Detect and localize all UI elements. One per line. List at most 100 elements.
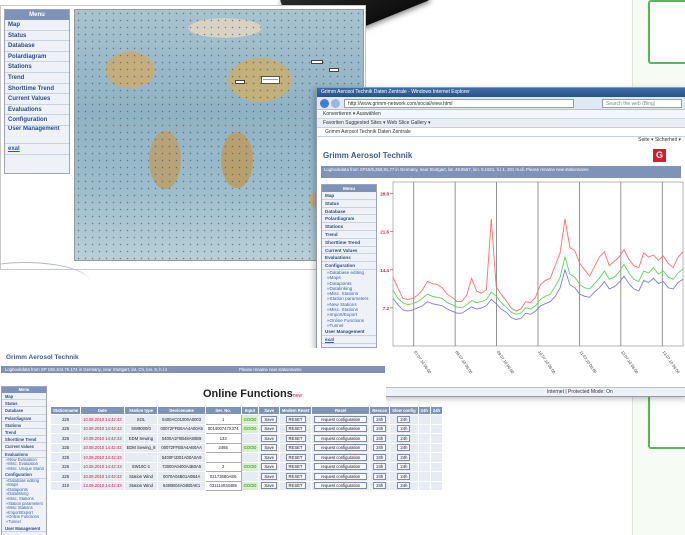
24h-button-label[interactable]: 24h [373, 453, 387, 461]
request-config-button-label[interactable]: request configuration [314, 482, 368, 490]
value-input[interactable]: 001400747X374 [204, 423, 242, 434]
menu-item-status[interactable]: Status [322, 200, 376, 208]
menu-item-stations[interactable]: Stations [5, 62, 69, 73]
submenu-item[interactable]: »Tunnel [327, 322, 344, 328]
24h-button-label[interactable]: 24h [397, 444, 411, 452]
submenu-item[interactable]: »Misc. Stations [6, 497, 34, 502]
menu-item-polardiagram[interactable]: Polardiagram [2, 415, 46, 422]
submenu-item[interactable]: »Import/Export [6, 510, 33, 515]
submenu-item[interactable]: »Import/Export [327, 312, 358, 318]
save-button-label[interactable]: Save [261, 434, 277, 442]
submenu-item[interactable]: »Datalinking [6, 492, 29, 497]
24h-button-label[interactable]: 24h [373, 444, 387, 452]
browser-tab[interactable]: Grimm Aerosol Technik Daten Zentrale [317, 128, 685, 137]
reset-button[interactable]: RESET [278, 452, 313, 463]
save-button[interactable]: Save [258, 414, 280, 425]
value-input[interactable]: 02173680AE6 [204, 471, 242, 482]
save-button[interactable]: Save [258, 423, 280, 434]
save-button-label[interactable]: Save [261, 463, 277, 471]
menu-item-status[interactable]: Status [5, 31, 69, 42]
24h-button[interactable]: 24h [389, 423, 419, 434]
rename-hint[interactable]: Please rename new stationname [239, 367, 302, 372]
reset-button[interactable]: RESET [278, 471, 313, 482]
save-button-label[interactable]: Save [261, 444, 277, 452]
value-input[interactable]: 031114034485 [204, 480, 242, 491]
menu-item-user-management[interactable]: User Management [2, 525, 46, 532]
24h-button[interactable]: 24h [389, 452, 419, 463]
menu-link-exal[interactable]: exal [322, 336, 376, 344]
menu-item-map[interactable]: Map [2, 393, 46, 401]
menu-item-evaluations[interactable]: Evaluations [5, 105, 69, 116]
save-button-label[interactable]: Save [261, 482, 277, 490]
value-input[interactable]: 133 [204, 433, 242, 444]
menu-item-database[interactable]: Database [322, 208, 376, 216]
world-map[interactable]: ——— [74, 9, 364, 261]
submenu-item[interactable]: »Maps [327, 275, 341, 281]
submenu-item[interactable]: »Maps [6, 483, 19, 488]
value-input[interactable]: 2466 [204, 442, 242, 453]
reset-button[interactable]: RESET [278, 414, 313, 425]
menu-item-configuration[interactable]: Configuration [5, 115, 69, 126]
menu-item-map[interactable]: Map [5, 20, 69, 31]
value-input[interactable]: 2 [204, 461, 242, 472]
request-config-button[interactable]: request configuration [311, 423, 371, 434]
24h-button[interactable]: 24h [369, 414, 391, 425]
reset-button[interactable]: RESET [278, 442, 313, 453]
submenu-item[interactable]: »Tunnel [6, 520, 21, 524]
menu-item-shorttime-trend[interactable]: Shorttime Trend [2, 436, 46, 444]
menu-item-polardiagram[interactable]: Polardiagram [322, 215, 376, 224]
menu-item-evaluations[interactable]: Evaluations [2, 451, 46, 458]
value-input[interactable] [204, 452, 242, 463]
request-config-button-label[interactable]: request configuration [314, 434, 368, 442]
forward-arrow-icon[interactable] [331, 99, 340, 108]
menu-link-exal[interactable]: exal [5, 144, 69, 155]
request-config-button[interactable]: request configuration [311, 471, 371, 482]
reset-button-label[interactable]: RESET [285, 472, 306, 480]
request-config-button-label[interactable]: request configuration [314, 463, 368, 471]
24h-button[interactable]: 24h [369, 452, 391, 463]
save-button[interactable]: Save [258, 461, 280, 472]
reset-button-label[interactable]: RESET [285, 415, 306, 423]
url-input[interactable]: http://www.grimm-network.com/social/view… [344, 99, 574, 108]
menu-item-current-values[interactable]: Current Values [322, 247, 376, 255]
submenu-item[interactable]: »Datapoints [327, 280, 352, 286]
reset-button-label[interactable]: RESET [285, 463, 306, 471]
reset-button-label[interactable]: RESET [285, 434, 306, 442]
links-toolbar[interactable]: Konvertieren ▾ Auswählen [317, 110, 685, 119]
submenu-item[interactable]: »Misc. Unique Stand [6, 466, 44, 471]
menu-item-trend[interactable]: Trend [2, 429, 46, 437]
save-button-label[interactable]: Save [261, 415, 277, 423]
24h-button[interactable]: 24h [369, 480, 391, 491]
24h-button[interactable]: 24h [389, 414, 419, 425]
request-config-button[interactable]: request configuration [311, 414, 371, 425]
reset-button-label[interactable]: RESET [285, 482, 306, 490]
menu-item-stations[interactable]: Stations [2, 422, 46, 429]
24h-button[interactable]: 24h [389, 433, 419, 444]
page-tools[interactable]: Seite ▾ Sicherheit ▾ [638, 137, 681, 143]
reset-button-label[interactable]: RESET [285, 444, 306, 452]
menu-item-user-management[interactable]: User Management [5, 126, 69, 144]
24h-button-label[interactable]: 24h [397, 434, 411, 442]
submenu-item[interactable]: »Database editing [6, 478, 40, 483]
submenu-item[interactable]: »Misc. Stations [327, 307, 359, 313]
menu-item-stations[interactable]: Stations [322, 223, 376, 231]
menu-item-status[interactable]: Status [2, 400, 46, 408]
24h-button-label[interactable]: 24h [397, 425, 411, 433]
search-input[interactable]: Search the web (Bing) [602, 99, 682, 108]
station-marker[interactable] [235, 80, 245, 84]
submenu-item[interactable]: »Station parameters [6, 501, 43, 506]
24h-button-label[interactable]: 24h [373, 472, 387, 480]
station-marker[interactable] [311, 60, 323, 64]
24h-button-label[interactable]: 24h [373, 425, 387, 433]
station-label[interactable]: ——— [261, 76, 280, 84]
24h-button[interactable]: 24h [389, 461, 419, 472]
menu-item-evaluations[interactable]: Evaluations [322, 254, 376, 263]
24h-button-label[interactable]: 24h [373, 482, 387, 490]
request-config-button[interactable]: request configuration [311, 461, 371, 472]
value-input[interactable]: 1 [204, 414, 242, 425]
save-button-label[interactable]: Save [261, 425, 277, 433]
request-config-button[interactable]: request configuration [311, 433, 371, 444]
back-arrow-icon[interactable] [320, 99, 329, 108]
menu-item-configuration[interactable]: Configuration [2, 471, 46, 479]
menu-item-current-values[interactable]: Current Values [5, 94, 69, 105]
